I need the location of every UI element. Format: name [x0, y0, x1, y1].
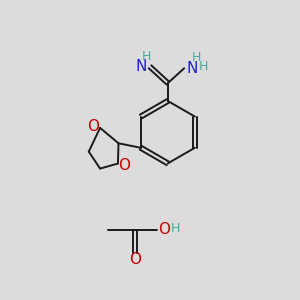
Text: N: N	[187, 61, 198, 76]
Text: N: N	[136, 59, 147, 74]
Text: O: O	[88, 118, 100, 134]
Text: O: O	[118, 158, 130, 173]
Text: H: H	[199, 60, 208, 73]
Text: H: H	[141, 50, 151, 63]
Text: O: O	[129, 252, 141, 267]
Text: H: H	[171, 222, 181, 235]
Text: O: O	[158, 222, 170, 237]
Text: H: H	[192, 51, 201, 64]
